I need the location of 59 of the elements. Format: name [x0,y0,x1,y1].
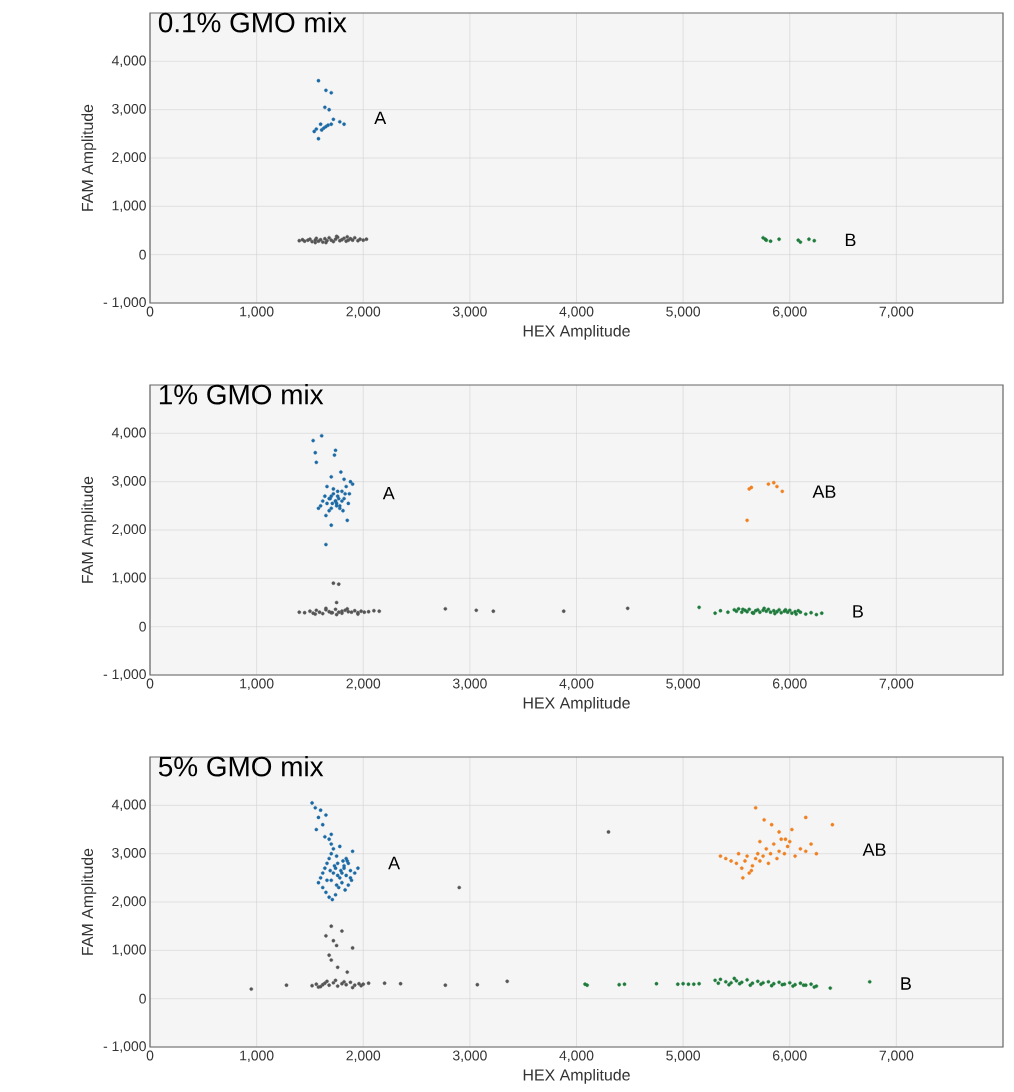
x-tick-label: 5,000 [666,678,701,691]
x-tick-label: 5,000 [666,306,701,319]
x-tick-label: 1,000 [240,1050,274,1063]
x-axis-title: HEX Amplitude [523,696,630,712]
x-tick-label: 6,000 [773,678,807,691]
series-label: AB [862,843,886,856]
x-tick-label: 3,000 [452,306,487,319]
y-tick-label: 0 [139,993,146,1004]
y-tick-label: 4,000 [111,427,146,440]
y-tick-label: 4,000 [111,799,146,812]
y-tick-label: - 1,000 [103,669,146,681]
x-tick-label: 3,000 [452,1050,487,1063]
y-tick-label: 1,000 [112,944,146,957]
x-tick-label: 0 [146,1050,154,1061]
series-label: AB [812,485,836,498]
x-tick-label: 7,000 [879,1050,914,1063]
y-tick-label: 1,000 [112,200,146,213]
y-tick-label: 2,000 [112,896,146,908]
y-axis-title: FAM Amplitude [81,848,97,955]
y-tick-label: 3,000 [112,103,146,116]
x-tick-label: 4,000 [559,306,594,319]
y-tick-label: 1,000 [112,572,146,585]
y-tick-label: 4,000 [111,55,146,68]
x-tick-label: 1,000 [240,678,274,691]
y-tick-label: 3,000 [112,475,146,488]
y-tick-label: 2,000 [112,152,146,164]
chart-title: 1% GMO mix [159,384,324,405]
x-axis-title: HEX Amplitude [523,324,630,340]
chart-title: 0.1% GMO mix [158,12,347,33]
x-tick-label: 4,000 [559,678,594,691]
series-label: B [845,233,856,247]
series-label: A [374,111,387,124]
x-tick-label: 0 [146,306,154,317]
series-label: A [388,856,401,870]
x-tick-label: 4,000 [559,1050,594,1063]
chart-title: 5% GMO mix [158,756,324,777]
series-label: B [901,977,911,990]
y-tick-label: 0 [139,621,146,632]
x-tick-label: 0 [146,678,154,689]
y-axis-title: FAM Amplitude [81,104,97,211]
y-tick-label: 3,000 [112,847,146,860]
x-tick-label: 7,000 [879,306,914,319]
x-axis-title: HEX Amplitude [523,1068,630,1084]
y-axis-title: FAM Amplitude [81,476,97,583]
x-tick-label: 6,000 [773,1050,807,1063]
x-tick-label: 2,000 [346,306,381,319]
y-tick-label: - 1,000 [103,297,146,309]
x-tick-label: 3,000 [452,678,487,691]
y-tick-label: 2,000 [112,524,146,536]
x-tick-label: 5,000 [666,1050,701,1063]
series-label: A [382,487,395,500]
series-label: B [853,605,863,618]
x-tick-label: 1,000 [240,306,274,319]
x-tick-label: 7,000 [879,678,914,691]
x-tick-label: 6,000 [773,306,807,319]
x-tick-label: 2,000 [346,678,381,691]
x-tick-label: 2,000 [346,1050,381,1063]
y-tick-label: - 1,000 [103,1041,146,1053]
y-tick-label: 0 [139,249,146,260]
